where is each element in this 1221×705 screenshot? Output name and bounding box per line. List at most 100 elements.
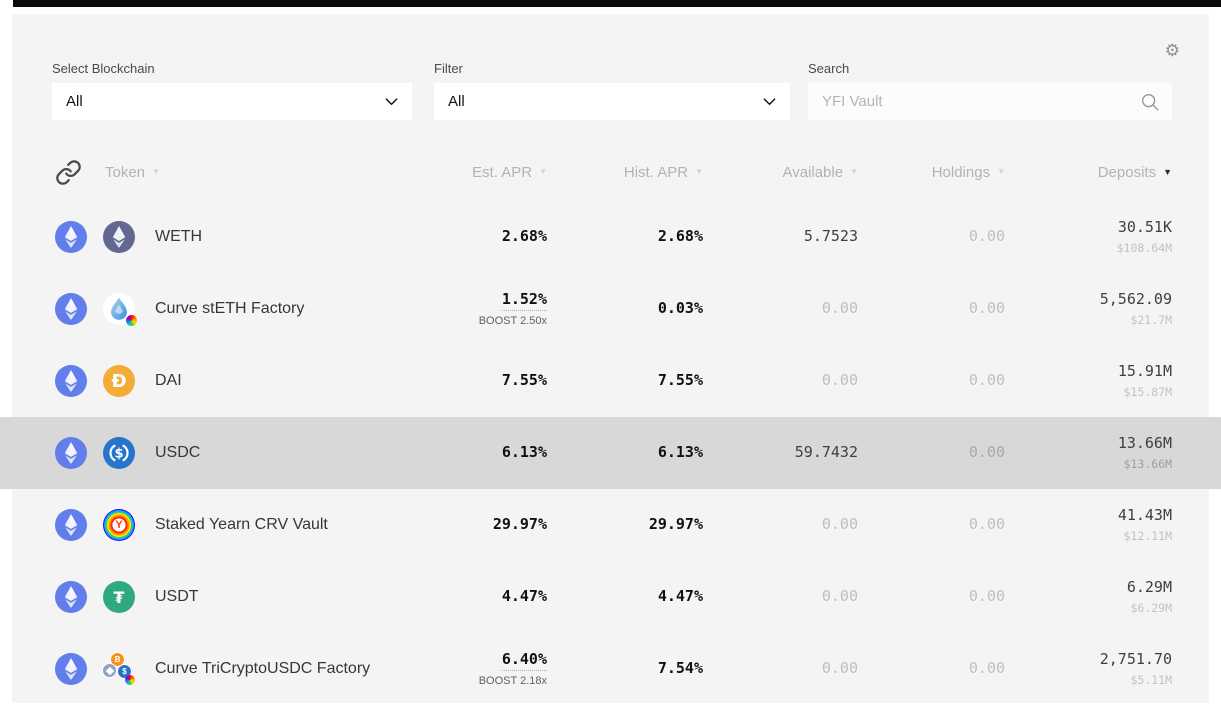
table-row[interactable]: Ð DAI 7.55% 7.55% 0.00 0.00 15.91M $15.8… bbox=[0, 345, 1221, 417]
hist-apr-value: 2.68% bbox=[657, 227, 703, 246]
vault-name: WETH bbox=[155, 228, 203, 245]
holdings-value: 0.00 bbox=[968, 227, 1005, 246]
hist-apr-value: 0.03% bbox=[657, 299, 703, 318]
column-header-hist-apr[interactable]: Hist. APR ▼ bbox=[623, 163, 703, 181]
sort-triangle-icon: ▼ bbox=[152, 167, 160, 176]
table-row[interactable]: Curve stETH Factory 1.52% BOOST 2.50x 0.… bbox=[0, 273, 1221, 345]
filter-value: All bbox=[448, 93, 465, 110]
available-cell: 5.7523 bbox=[703, 228, 858, 246]
sort-triangle-icon: ▼ bbox=[997, 167, 1005, 176]
staked-yearn-crv-token-icon: Y bbox=[103, 509, 135, 541]
search-box bbox=[808, 83, 1172, 120]
hist-apr-cell: 0.03% bbox=[547, 299, 703, 318]
deposits-cell: 13.66M $13.66M bbox=[1005, 434, 1172, 471]
curve-tricrypto-token-icon: B $ bbox=[102, 652, 135, 685]
blockchain-value: All bbox=[66, 93, 83, 110]
table-row[interactable]: WETH 2.68% 2.68% 5.7523 0.00 30.51K $108… bbox=[0, 201, 1221, 273]
column-header-available[interactable]: Available ▼ bbox=[782, 163, 858, 181]
filter-label: Filter bbox=[434, 61, 463, 76]
curve-logo-icon bbox=[126, 315, 137, 326]
token-cell: Curve stETH Factory bbox=[52, 293, 407, 326]
holdings-value: 0.00 bbox=[968, 443, 1005, 462]
available-cell: 0.00 bbox=[703, 300, 858, 318]
available-cell: 59.7432 bbox=[703, 443, 858, 462]
ethereum-chain-icon bbox=[55, 653, 87, 685]
hist-apr-cell: 29.97% bbox=[547, 515, 703, 534]
gear-icon[interactable]: ⚙ bbox=[1164, 41, 1180, 61]
filter-bar: Select Blockchain All Filter All Search bbox=[12, 14, 1209, 120]
vault-name: DAI bbox=[155, 372, 182, 389]
vault-name: Curve stETH Factory bbox=[155, 300, 305, 317]
table-row[interactable]: B $ Curve TriCryptoUSDC Factory 6.40% BOO… bbox=[0, 633, 1221, 705]
vault-rows: WETH 2.68% 2.68% 5.7523 0.00 30.51K $108… bbox=[0, 201, 1221, 705]
holdings-cell: 0.00 bbox=[858, 443, 1005, 462]
search-icon bbox=[1139, 91, 1161, 117]
column-header-deposits[interactable]: Deposits ▼ bbox=[1097, 163, 1172, 181]
svg-text:$: $ bbox=[114, 447, 123, 462]
holdings-value: 0.00 bbox=[968, 659, 1005, 678]
token-cell: Y Staked Yearn CRV Vault bbox=[52, 509, 407, 541]
est-apr-value: 6.13% bbox=[501, 443, 547, 462]
holdings-cell: 0.00 bbox=[858, 299, 1005, 318]
table-row[interactable]: $ USDC 6.13% 6.13% 59.7432 0.00 13.66M $… bbox=[0, 417, 1221, 489]
ethereum-chain-icon bbox=[55, 581, 87, 613]
filter-dropdown[interactable]: All bbox=[434, 83, 790, 120]
deposits-usd-value: $108.64M bbox=[1116, 240, 1172, 255]
deposits-value: 13.66M bbox=[1117, 434, 1172, 453]
deposits-value: 5,562.09 bbox=[1099, 290, 1172, 309]
ethereum-chain-icon bbox=[55, 437, 87, 469]
ethereum-chain-icon bbox=[55, 365, 87, 397]
vault-name: Curve TriCryptoUSDC Factory bbox=[155, 660, 371, 677]
hist-apr-value: 4.47% bbox=[657, 587, 703, 606]
hist-apr-cell: 4.47% bbox=[547, 587, 703, 606]
hist-apr-value: 6.13% bbox=[657, 443, 703, 462]
vault-name: USDC bbox=[155, 444, 201, 461]
table-row[interactable]: ₮ USDT 4.47% 4.47% 0.00 0.00 6.29M $6.29… bbox=[0, 561, 1221, 633]
hist-apr-value: 29.97% bbox=[648, 515, 703, 534]
deposits-value: 15.91M bbox=[1117, 362, 1172, 381]
deposits-cell: 2,751.70 $5.11M bbox=[1005, 651, 1172, 687]
chevron-down-icon bbox=[382, 92, 401, 115]
deposits-cell: 30.51K $108.64M bbox=[1005, 218, 1172, 255]
curve-steth-token-icon bbox=[103, 293, 137, 326]
deposits-usd-value: $5.11M bbox=[1130, 672, 1172, 687]
deposits-value: 30.51K bbox=[1117, 218, 1172, 237]
token-cell: Ð DAI bbox=[52, 365, 407, 397]
column-header-token[interactable]: Token ▼ bbox=[52, 159, 407, 186]
blockchain-dropdown[interactable]: All bbox=[52, 83, 412, 120]
est-apr-cell: 29.97% bbox=[407, 516, 547, 534]
deposits-usd-value: $13.66M bbox=[1123, 456, 1172, 471]
est-apr-value: 6.40% bbox=[501, 650, 547, 672]
table-row[interactable]: Y Staked Yearn CRV Vault 29.97% 29.97% 0… bbox=[0, 489, 1221, 561]
sort-triangle-icon: ▼ bbox=[695, 167, 703, 176]
blockchain-control: Select Blockchain All bbox=[52, 61, 412, 120]
ethereum-chain-icon bbox=[55, 509, 87, 541]
ethereum-chain-icon bbox=[55, 293, 87, 325]
top-nav-bar-edge bbox=[13, 0, 1221, 7]
eth-coin-icon bbox=[102, 663, 117, 678]
column-header-est-apr[interactable]: Est. APR ▼ bbox=[472, 163, 547, 181]
column-header-holdings[interactable]: Holdings ▼ bbox=[931, 163, 1005, 181]
holdings-value: 0.00 bbox=[968, 371, 1005, 390]
token-cell: B $ Curve TriCryptoUSDC Factory bbox=[52, 652, 407, 685]
hist-apr-value: 7.55% bbox=[657, 371, 703, 390]
available-cell: 0.00 bbox=[703, 587, 858, 606]
available-cell: 0.00 bbox=[703, 660, 858, 678]
hist-apr-cell: 6.13% bbox=[547, 443, 703, 462]
deposits-cell: 5,562.09 $21.7M bbox=[1005, 290, 1172, 327]
est-apr-value: 1.52% bbox=[501, 290, 547, 312]
est-apr-cell: 2.68% bbox=[407, 228, 547, 246]
usdt-token-icon: ₮ bbox=[103, 581, 135, 613]
available-value: 0.00 bbox=[821, 587, 858, 606]
deposits-usd-value: $12.11M bbox=[1123, 528, 1172, 543]
search-label: Search bbox=[808, 61, 850, 76]
token-cell: ₮ USDT bbox=[52, 581, 407, 613]
sort-triangle-icon: ▼ bbox=[1163, 166, 1172, 177]
search-control: Search bbox=[808, 61, 1172, 120]
available-value: 59.7432 bbox=[794, 443, 858, 462]
vault-name: USDT bbox=[155, 588, 199, 605]
holdings-value: 0.00 bbox=[968, 299, 1005, 318]
search-input[interactable] bbox=[808, 83, 1172, 120]
deposits-cell: 6.29M $6.29M bbox=[1005, 579, 1172, 615]
hist-apr-cell: 7.54% bbox=[547, 660, 703, 678]
